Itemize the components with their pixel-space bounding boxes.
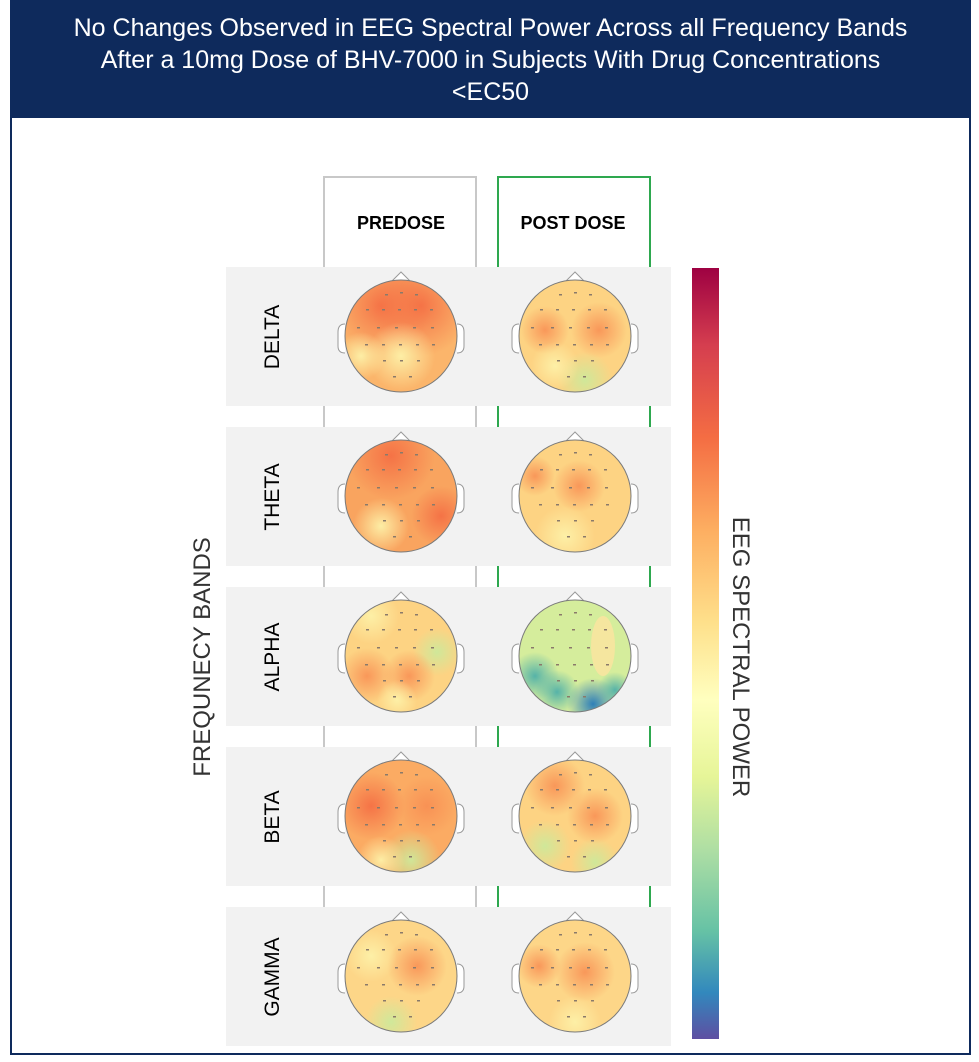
title-banner: No Changes Observed in EEG Spectral Powe…: [12, 2, 969, 118]
band-label-gamma: GAMMA: [261, 937, 284, 1016]
band-label-delta: DELTA: [261, 305, 284, 370]
spectral-power-colorbar: [692, 268, 719, 1039]
topomap-postdose-beta: [511, 751, 639, 873]
topomap-predose-gamma: [337, 911, 465, 1033]
band-label-theta: THETA: [261, 463, 284, 530]
topomap-postdose-gamma: [511, 911, 639, 1033]
column-header-predose: PREDOSE: [357, 213, 445, 233]
band-label-beta: BETA: [261, 790, 284, 843]
colorbar-label: EEG SPECTRAL POWER: [727, 517, 754, 798]
topomap-predose-beta: [337, 751, 465, 873]
topomap-postdose-theta: [511, 431, 639, 553]
column-header-postdose: POST DOSE: [520, 213, 625, 233]
band-label-alpha: ALPHA: [261, 623, 284, 692]
topomap-postdose-delta: [511, 271, 639, 393]
figure-title: No Changes Observed in EEG Spectral Powe…: [73, 14, 908, 106]
topomap-postdose-alpha: [511, 591, 639, 713]
frequency-bands-axis-title: FREQUNECY BANDS: [189, 537, 216, 777]
